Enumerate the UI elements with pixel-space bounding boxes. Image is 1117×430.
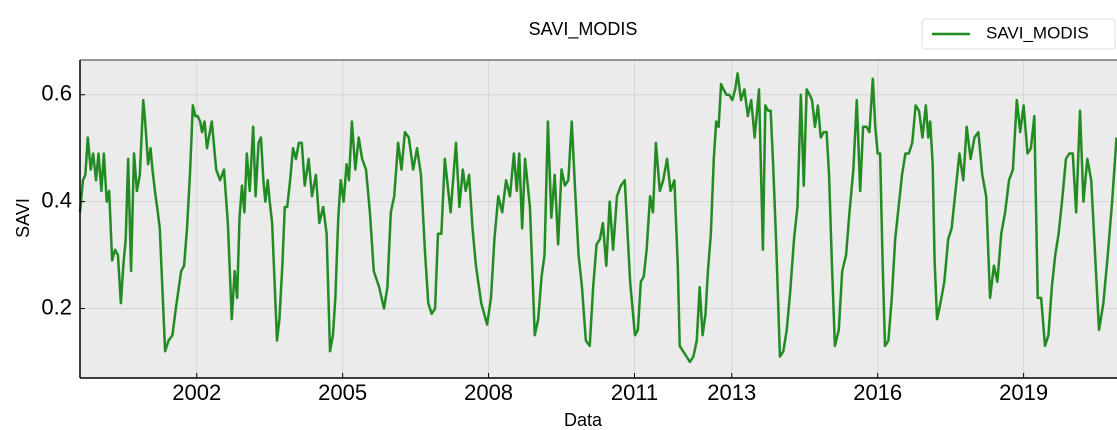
- x-axis-label: Data: [564, 410, 603, 430]
- x-tick-label: 2013: [707, 380, 756, 405]
- lines: [78, 72, 1117, 364]
- y-tick-label: 0.6: [41, 81, 72, 106]
- y-tick-label: 0.4: [41, 187, 72, 212]
- chart-title: SAVI_MODIS: [529, 19, 638, 40]
- x-tick-label: 2016: [853, 380, 902, 405]
- x-tick-label: 2005: [318, 380, 367, 405]
- x-tick-label: 2008: [464, 380, 513, 405]
- x-tick-label: 2011: [611, 380, 658, 405]
- x-tick-label: 2002: [172, 380, 221, 405]
- series-line: [78, 72, 1117, 364]
- x-tick-label: 2019: [999, 380, 1048, 405]
- legend: SAVI_MODIS: [921, 18, 1116, 50]
- legend-label: SAVI_MODIS: [986, 23, 1089, 42]
- grid: [80, 60, 1117, 378]
- plot-area: [80, 60, 1117, 378]
- y-tick-label: 0.2: [41, 294, 72, 319]
- legend-box: [921, 18, 1116, 50]
- y-axis-label: SAVI: [13, 198, 33, 238]
